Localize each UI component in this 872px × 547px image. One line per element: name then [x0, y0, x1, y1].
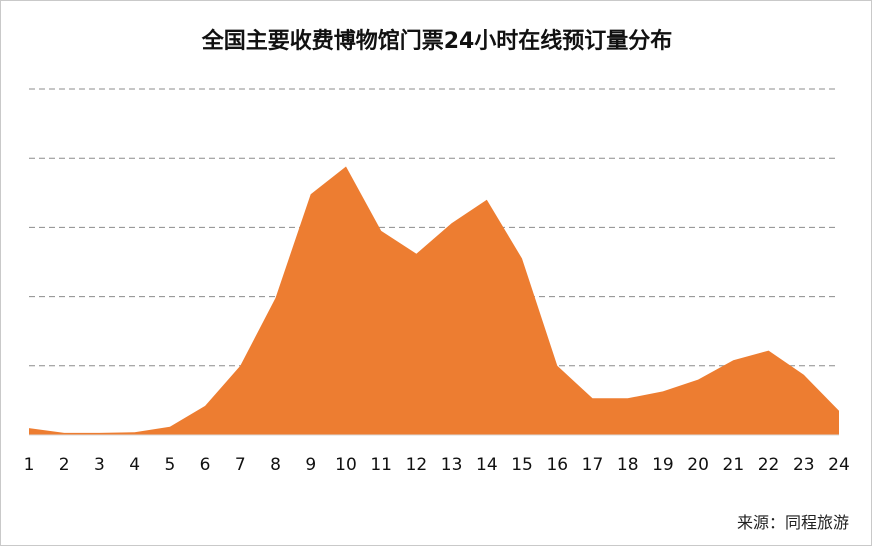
x-tick-label: 20: [687, 455, 709, 475]
area-series: [29, 166, 839, 435]
x-tick-label: 23: [793, 455, 815, 475]
x-tick-label: 10: [335, 455, 357, 475]
x-tick-label: 4: [129, 455, 140, 475]
x-tick-label: 5: [164, 455, 175, 475]
x-tick-label: 13: [441, 455, 463, 475]
x-tick-label: 18: [617, 455, 639, 475]
x-tick-label: 7: [235, 455, 246, 475]
x-tick-label: 17: [582, 455, 604, 475]
x-tick-label: 3: [94, 455, 105, 475]
x-tick-label: 8: [270, 455, 281, 475]
x-tick-label: 6: [200, 455, 211, 475]
x-tick-label: 24: [828, 455, 850, 475]
x-tick-label: 1: [24, 455, 35, 475]
x-tick-label: 15: [511, 455, 533, 475]
x-tick-label: 21: [723, 455, 745, 475]
chart-source: 来源：同程旅游: [736, 513, 849, 532]
x-tick-label: 16: [546, 455, 568, 475]
x-tick-label: 14: [476, 455, 498, 475]
x-tick-label: 12: [406, 455, 428, 475]
x-tick-label: 22: [758, 455, 780, 475]
x-tick-label: 9: [305, 455, 316, 475]
x-tick-label: 11: [370, 455, 392, 475]
x-tick-label: 19: [652, 455, 674, 475]
x-tick-label: 2: [59, 455, 70, 475]
chart-title: 全国主要收费博物馆门票24小时在线预订量分布: [201, 29, 673, 54]
